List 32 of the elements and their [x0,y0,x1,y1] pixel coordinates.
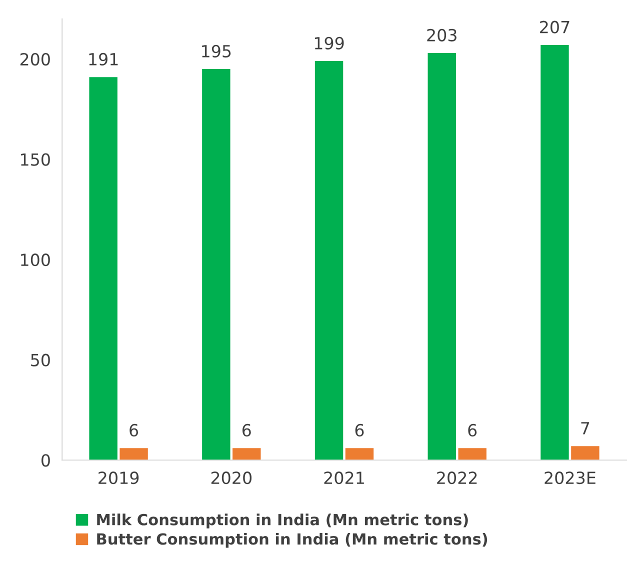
x-tick-label: 2023E [544,472,596,484]
bar [571,446,600,460]
data-label: 6 [355,424,364,437]
bar [540,44,569,460]
bar [202,69,230,460]
bar [314,61,344,460]
x-tick-label: 2020 [211,472,252,484]
data-label: 203 [427,28,456,42]
data-label: 6 [130,424,138,437]
y-tick-label: 200 [20,52,50,66]
data-label: 7 [581,422,590,434]
legend-label: Milk Consumption in India (Mn metric tons) [97,514,468,528]
y-tick-label: 150 [21,153,50,166]
data-label: 191 [89,52,118,66]
data-label: 207 [540,20,570,34]
bar [428,53,456,460]
y-tick-label: 0 [42,454,50,467]
legend-label: Butter Consumption in India (Mn metric tons) [97,532,488,548]
data-label: 195 [202,44,231,58]
bar [345,448,374,460]
bar [458,448,486,460]
data-label: 6 [468,424,477,437]
bar [120,448,148,460]
data-label: 199 [314,36,344,50]
x-tick-label: 2022 [437,472,477,484]
y-tick-label: 50 [31,354,50,366]
y-tick-label: 100 [21,254,50,266]
data-label: 6 [242,424,251,437]
bar [232,448,261,460]
x-tick-label: 2019 [98,472,139,484]
bar [89,77,118,460]
x-tick-label: 2021 [324,472,364,484]
